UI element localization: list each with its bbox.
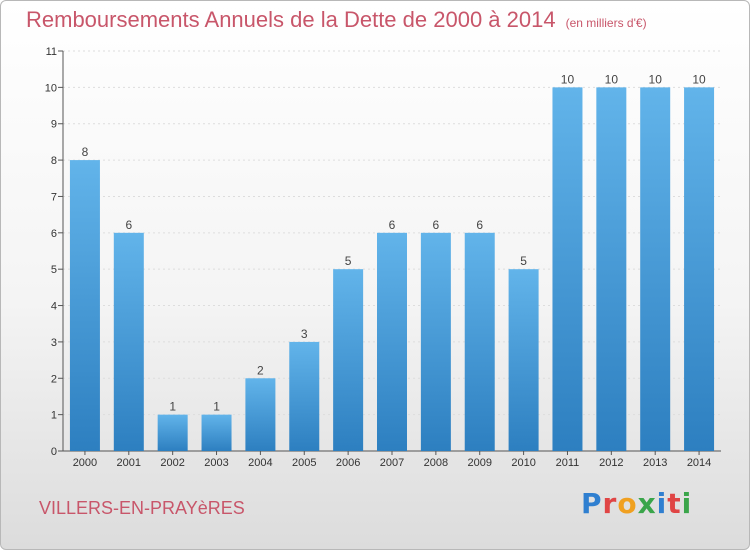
x-tick-label: 2000 [73, 457, 97, 469]
logo-letter: o [617, 487, 638, 520]
data-label: 10 [605, 72, 619, 86]
data-label: 6 [433, 218, 440, 232]
chart-title: Remboursements Annuels de la Dette de 20… [26, 7, 647, 33]
bar [552, 87, 583, 451]
bar [596, 87, 627, 451]
data-label: 1 [169, 400, 176, 414]
bar [464, 232, 495, 451]
logo-letter: r [602, 487, 618, 520]
x-tick-label: 2004 [248, 457, 272, 469]
logo-letter: i [656, 487, 668, 520]
labels: 8 2000 6 2001 1 2002 1 2003 2 2004 3 2005 5 2006 6 2007… [73, 72, 712, 469]
y-tick-label: 2 [51, 373, 57, 385]
data-label: 3 [301, 327, 308, 341]
bar [640, 87, 671, 451]
x-tick-label: 2013 [643, 457, 667, 469]
y-tick-label: 4 [51, 301, 57, 313]
bar [157, 414, 188, 451]
y-tick-label: 0 [51, 446, 57, 458]
proxiti-logo[interactable]: Proxiti [581, 487, 692, 520]
data-label: 2 [257, 363, 264, 377]
data-label: 8 [82, 145, 89, 159]
x-tick-label: 2011 [556, 457, 580, 469]
bar [333, 269, 364, 451]
y-tick-label: 8 [51, 155, 57, 167]
bar [69, 160, 100, 451]
bar [201, 414, 232, 451]
data-label: 10 [649, 72, 663, 86]
bar [113, 232, 144, 451]
bar [289, 341, 320, 451]
data-label: 10 [561, 72, 575, 86]
y-tick-label: 6 [51, 228, 57, 240]
x-tick-label: 2009 [467, 457, 491, 469]
x-tick-label: 2006 [336, 457, 360, 469]
x-tick-label: 2010 [511, 457, 535, 469]
bar [684, 87, 715, 451]
logo-letter: i [681, 487, 693, 520]
logo-letter: t [667, 487, 682, 520]
y-tick-label: 5 [51, 264, 57, 276]
y-tick-label: 1 [51, 410, 57, 422]
x-tick-label: 2002 [160, 457, 184, 469]
y-tick-label: 7 [51, 191, 57, 203]
x-tick-label: 2014 [687, 457, 711, 469]
y-tick-label: 11 [46, 46, 57, 58]
data-label: 5 [520, 254, 527, 268]
unit-note: (en milliers d'€) [565, 16, 647, 30]
data-label: 1 [213, 400, 220, 414]
bar [377, 232, 407, 451]
bar [245, 378, 276, 451]
x-tick-label: 2003 [204, 457, 228, 469]
x-tick-label: 2001 [117, 457, 141, 469]
y-tick-label: 3 [51, 337, 57, 349]
data-label: 5 [345, 254, 352, 268]
location-name: VILLERS-EN-PRAYèRES [39, 498, 245, 518]
chart-title-text: Remboursements Annuels de la Dette de 20… [26, 7, 556, 32]
logo-letter: x [637, 487, 657, 520]
bar [420, 232, 451, 451]
y-tick-label: 10 [45, 82, 57, 94]
bars [69, 87, 715, 451]
x-tick-label: 2005 [292, 457, 316, 469]
data-label: 6 [389, 218, 396, 232]
bar [508, 269, 539, 451]
x-tick-label: 2012 [599, 457, 623, 469]
data-label: 10 [692, 72, 706, 86]
logo-letter: P [581, 487, 603, 520]
data-label: 6 [125, 218, 132, 232]
data-label: 6 [476, 218, 483, 232]
y-tick-label: 9 [51, 119, 57, 131]
x-tick-label: 2007 [380, 457, 404, 469]
x-tick-label: 2008 [424, 457, 448, 469]
